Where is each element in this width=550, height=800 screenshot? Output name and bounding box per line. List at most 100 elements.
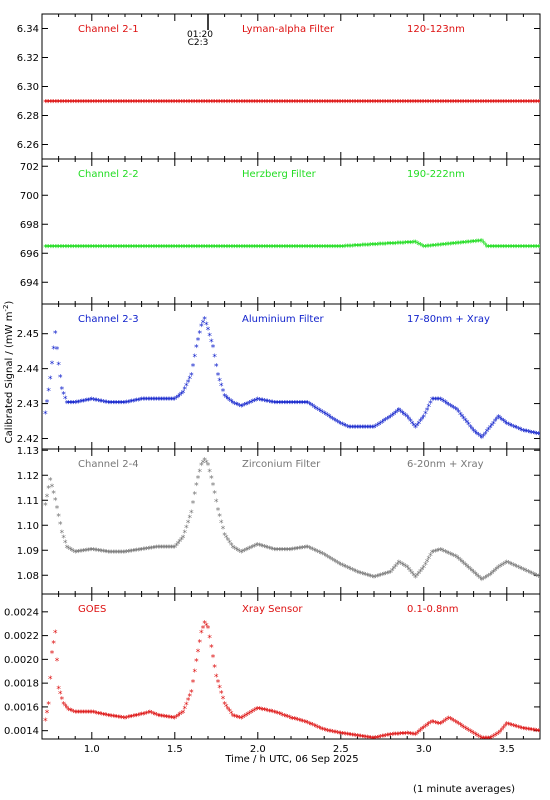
data-point: * <box>365 734 370 744</box>
data-point: * <box>148 709 153 719</box>
data-point: * <box>463 239 468 249</box>
data-point: * <box>241 402 246 412</box>
data-point: * <box>304 400 309 410</box>
data-point: * <box>322 551 327 561</box>
y-tick-label: 0.0018 <box>4 679 39 690</box>
data-point: * <box>85 98 90 108</box>
data-point: * <box>159 396 164 406</box>
data-point: * <box>342 243 347 253</box>
data-point: * <box>231 98 236 108</box>
data-point: * <box>427 721 432 731</box>
data-point: * <box>114 243 119 253</box>
data-point: * <box>446 550 451 560</box>
data-point: * <box>471 238 476 248</box>
data-point: * <box>513 563 518 573</box>
data-point: * <box>443 549 448 559</box>
data-point: * <box>347 98 352 108</box>
data-point: * <box>224 243 229 253</box>
data-point: * <box>202 456 207 466</box>
data-point: * <box>114 714 119 724</box>
data-point: * <box>244 712 249 722</box>
data-point: * <box>375 98 380 108</box>
data-point: * <box>151 98 156 108</box>
data-point: * <box>96 397 101 407</box>
data-point: * <box>68 400 73 410</box>
data-point: * <box>119 549 124 559</box>
data-point: * <box>50 98 55 108</box>
data-point: * <box>275 710 280 720</box>
data-point: * <box>375 734 380 744</box>
data-point: * <box>501 243 506 253</box>
data-point: * <box>156 396 161 406</box>
data-point: * <box>428 552 433 562</box>
data-point: * <box>90 396 95 406</box>
data-point: * <box>202 620 207 630</box>
data-point: * <box>60 386 65 396</box>
data-point: * <box>199 461 204 471</box>
data-point: * <box>362 734 367 744</box>
data-point: * <box>485 98 490 108</box>
data-point: * <box>257 542 262 552</box>
data-point: * <box>129 713 134 723</box>
x-tick-label: 3.0 <box>416 744 432 755</box>
data-point: * <box>153 243 158 253</box>
data-point: * <box>275 400 280 410</box>
data-point: * <box>148 98 153 108</box>
data-point: * <box>224 98 229 108</box>
data-point: * <box>46 387 51 397</box>
data-point: * <box>201 98 206 108</box>
data-point: * <box>451 98 456 108</box>
data-point: * <box>121 549 126 559</box>
data-point: * <box>171 544 176 554</box>
data-point: * <box>456 555 461 565</box>
data-point: * <box>214 362 219 372</box>
data-point: * <box>119 243 124 253</box>
data-point: * <box>438 721 443 731</box>
data-point: * <box>183 705 188 715</box>
data-point: * <box>441 241 446 251</box>
data-point: * <box>95 243 100 253</box>
data-point: * <box>483 735 488 745</box>
data-point: * <box>149 396 154 406</box>
data-point: * <box>410 98 415 108</box>
data-point: * <box>531 98 536 108</box>
data-point: * <box>48 476 53 486</box>
data-point: * <box>45 709 50 719</box>
data-point: * <box>435 242 440 252</box>
data-point: * <box>368 242 373 252</box>
data-point: * <box>43 717 48 727</box>
data-point: * <box>536 431 541 441</box>
y-tick-label: 698 <box>20 220 39 231</box>
data-point: * <box>501 561 506 571</box>
data-point: * <box>496 564 501 574</box>
data-point: * <box>183 243 188 253</box>
data-point: * <box>515 243 520 253</box>
data-point: * <box>186 519 191 529</box>
data-point: * <box>58 521 63 531</box>
data-point: * <box>455 554 460 564</box>
data-point: * <box>173 98 178 108</box>
data-point: * <box>104 243 109 253</box>
data-point: * <box>212 243 217 253</box>
data-point: * <box>96 98 101 108</box>
data-point: * <box>365 424 370 434</box>
data-point: * <box>53 98 58 108</box>
data-point: * <box>183 98 188 108</box>
data-point: * <box>378 420 383 430</box>
data-point: * <box>237 98 242 108</box>
data-point: * <box>229 98 234 108</box>
data-point: * <box>309 721 314 731</box>
data-point: * <box>96 547 101 557</box>
data-point: * <box>365 572 370 582</box>
data-point: * <box>221 695 226 705</box>
data-point: * <box>395 561 400 571</box>
data-point: * <box>194 344 199 354</box>
panel-1: 6.266.286.306.326.34 Channel 2-1 Lyman-alp… <box>17 13 541 160</box>
data-point: * <box>63 703 68 713</box>
data-point: * <box>136 98 141 108</box>
data-point: * <box>65 704 70 714</box>
data-point: * <box>382 733 387 743</box>
data-point: * <box>510 561 515 571</box>
data-point: * <box>367 98 372 108</box>
data-point: * <box>83 98 88 108</box>
